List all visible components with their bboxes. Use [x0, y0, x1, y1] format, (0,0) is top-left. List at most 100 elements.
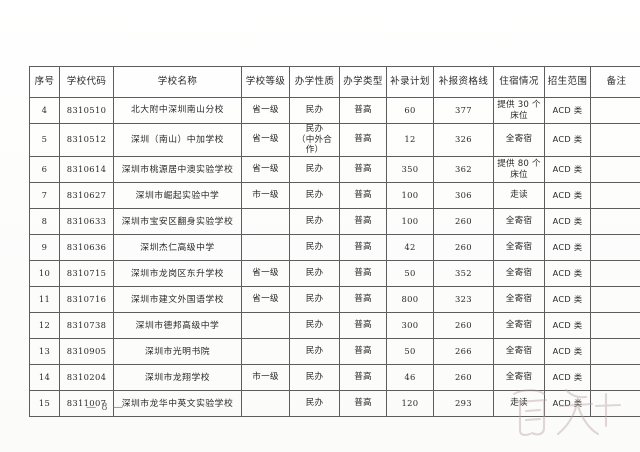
cell-school-code: 8310636: [59, 234, 114, 262]
cell-remark: [590, 260, 640, 288]
cell-score-line: 260: [433, 234, 494, 262]
cell-remark: [590, 286, 640, 314]
cell-school-type: 普高: [339, 338, 387, 366]
cell-scope: ACD 类: [544, 390, 591, 418]
cell-remark: [590, 312, 640, 340]
column-header-school-name: 学校名称: [113, 66, 242, 98]
cell-school-code: 8310627: [59, 182, 114, 210]
cell-scope: ACD 类: [544, 208, 591, 236]
cell-remark: [590, 234, 640, 262]
cell-school-type: 普高: [339, 286, 387, 314]
cell-plan: 50: [386, 260, 434, 288]
table-row: 8 8310633 深圳市宝安区翻身实验学校 民办 普高 100 260 全寄宿 ACD 类: [29, 208, 640, 236]
cell-school-nature: 民办: [289, 286, 340, 314]
cell-index: 10: [29, 260, 60, 288]
cell-school-nature: 民办: [289, 97, 340, 124]
cell-dorm: 全寄宿: [493, 122, 545, 158]
cell-plan: 60: [386, 97, 434, 124]
cell-remark: [590, 182, 640, 210]
cell-scope: ACD 类: [544, 364, 591, 392]
cell-school-code: 8310716: [59, 286, 114, 314]
column-header-dorm: 住宿情况: [493, 66, 545, 98]
cell-index: 13: [29, 338, 60, 366]
cell-score-line: 260: [433, 208, 494, 236]
cell-school-grade: 省一级: [241, 122, 290, 158]
cell-school-name: 深圳市建文外国语学校: [113, 286, 242, 314]
cell-school-type: 普高: [339, 156, 387, 184]
cell-school-nature: 民办: [289, 390, 340, 418]
cell-school-code: 8310633: [59, 208, 114, 236]
cell-school-name: 深圳市龙翔学校: [113, 364, 242, 392]
school-supplementary-admission-table: 序号 学校代码 学校名称 学校等级 办学性质 办学类型 补录计划 补报资格线 住…: [29, 66, 640, 418]
cell-dorm: 提供 30 个床位: [493, 97, 545, 124]
cell-school-code: 8310204: [59, 364, 114, 392]
cell-school-nature: 民办: [289, 260, 340, 288]
cell-school-type: 普高: [339, 208, 387, 236]
page-number: — 8 —: [86, 402, 124, 413]
cell-score-line: 293: [433, 390, 494, 418]
cell-score-line: 326: [433, 122, 494, 158]
column-header-remark: 备注: [590, 66, 640, 98]
cell-school-grade: [241, 312, 290, 340]
cell-dorm: 全寄宿: [493, 312, 545, 340]
cell-remark: [590, 364, 640, 392]
table-row: 10 8310715 深圳市龙岗区东升学校 省一级 民办 普高 50 352 全寄宿 ACD 类: [29, 260, 640, 288]
cell-plan: 100: [386, 182, 434, 210]
cell-school-type: 普高: [339, 312, 387, 340]
cell-index: 7: [29, 182, 60, 210]
cell-school-grade: [241, 208, 290, 236]
cell-index: 6: [29, 156, 60, 184]
cell-school-grade: 市一级: [241, 182, 290, 210]
column-header-scope: 招生范围: [544, 66, 591, 98]
cell-plan: 12: [386, 122, 434, 158]
cell-plan: 800: [386, 286, 434, 314]
cell-school-type: 普高: [339, 182, 387, 210]
cell-remark: [590, 97, 640, 124]
cell-scope: ACD 类: [544, 156, 591, 184]
cell-index: 15: [29, 390, 60, 418]
cell-school-type: 普高: [339, 390, 387, 418]
cell-school-name: 深圳市德邦高级中学: [113, 312, 242, 340]
table-row: 11 8310716 深圳市建文外国语学校 省一级 民办 普高 800 323 全寄宿 ACD 类: [29, 286, 640, 314]
cell-score-line: 260: [433, 364, 494, 392]
cell-school-nature: 民办: [289, 312, 340, 340]
cell-school-type: 普高: [339, 234, 387, 262]
cell-school-type: 普高: [339, 260, 387, 288]
cell-school-name: 深圳杰仁高级中学: [113, 234, 242, 262]
cell-school-code: 8310512: [59, 122, 114, 158]
cell-school-grade: 省一级: [241, 286, 290, 314]
cell-index: 8: [29, 208, 60, 236]
cell-scope: ACD 类: [544, 182, 591, 210]
cell-dorm: 全寄宿: [493, 286, 545, 314]
table-row: 5 8310512 深圳（南山）中加学校 省一级 民办 （中外合作） 普高 12 326 全寄宿 A…: [29, 122, 640, 158]
table-row: 4 8310510 北大附中深圳南山分校 省一级 民办 普高 60 377 提供 30 个床位 A…: [29, 97, 640, 124]
cell-score-line: 352: [433, 260, 494, 288]
cell-dorm: 全寄宿: [493, 338, 545, 366]
cell-school-code: 8310614: [59, 156, 114, 184]
cell-score-line: 362: [433, 156, 494, 184]
table-row: 12 8310738 深圳市德邦高级中学 民办 普高 300 260 全寄宿 ACD 类: [29, 312, 640, 340]
cell-scope: ACD 类: [544, 234, 591, 262]
table-body: 4 8310510 北大附中深圳南山分校 省一级 民办 普高 60 377 提供 30 个床位 A…: [29, 97, 640, 418]
cell-school-grade: [241, 390, 290, 418]
cell-remark: [590, 156, 640, 184]
cell-remark: [590, 338, 640, 366]
cell-school-name: 深圳市龙华中英文实验学校: [113, 390, 242, 418]
column-header-score-line: 补报资格线: [433, 66, 494, 98]
cell-school-name: 深圳市光明书院: [113, 338, 242, 366]
cell-school-grade: [241, 234, 290, 262]
cell-scope: ACD 类: [544, 97, 591, 124]
cell-plan: 120: [386, 390, 434, 418]
cell-school-nature: 民办: [289, 364, 340, 392]
cell-score-line: 266: [433, 338, 494, 366]
cell-dorm: 全寄宿: [493, 208, 545, 236]
cell-school-nature: 民办 （中外合作）: [289, 122, 340, 158]
cell-school-code: 8311007: [59, 390, 114, 418]
table-row: 6 8310614 深圳市桃源居中澳实验学校 省一级 民办 普高 350 362 提供 80 个…: [29, 156, 640, 184]
cell-remark: [590, 390, 640, 418]
cell-dorm: 提供 80 个床位: [493, 156, 545, 184]
cell-score-line: 377: [433, 97, 494, 124]
cell-plan: 42: [386, 234, 434, 262]
cell-school-name: 深圳（南山）中加学校: [113, 122, 242, 158]
